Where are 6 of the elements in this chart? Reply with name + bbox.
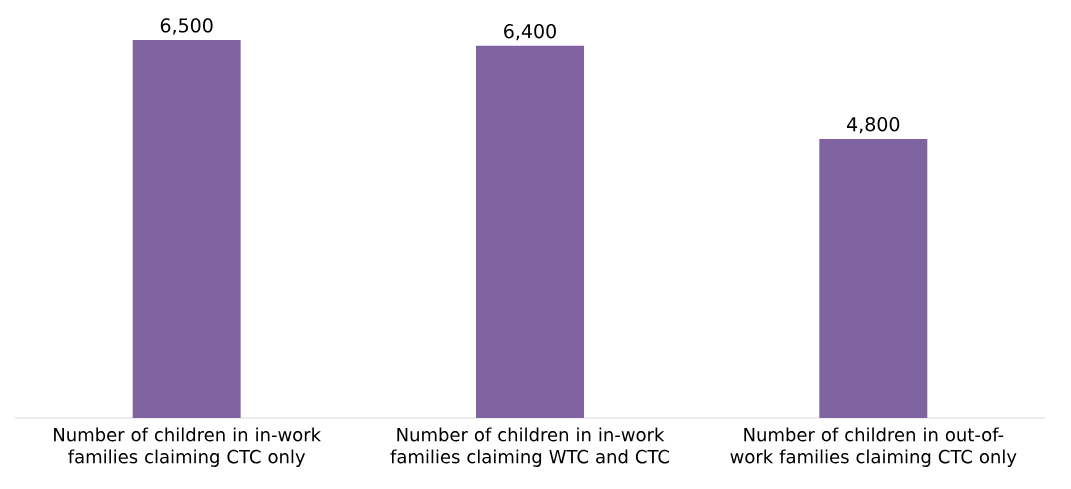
data-label: 6,400 (504, 24, 556, 41)
data-label: 4,800 (847, 117, 900, 134)
x-tick-label: Number of children in out-of-work families claiming CTC only (730, 427, 1017, 467)
x-tick-label: Number of children in in-work families claiming WTC and CTC (390, 427, 669, 467)
x-tick-label: Number of children in in-work families claiming CTC only (54, 427, 322, 467)
data-label: 6,500 (160, 18, 213, 35)
